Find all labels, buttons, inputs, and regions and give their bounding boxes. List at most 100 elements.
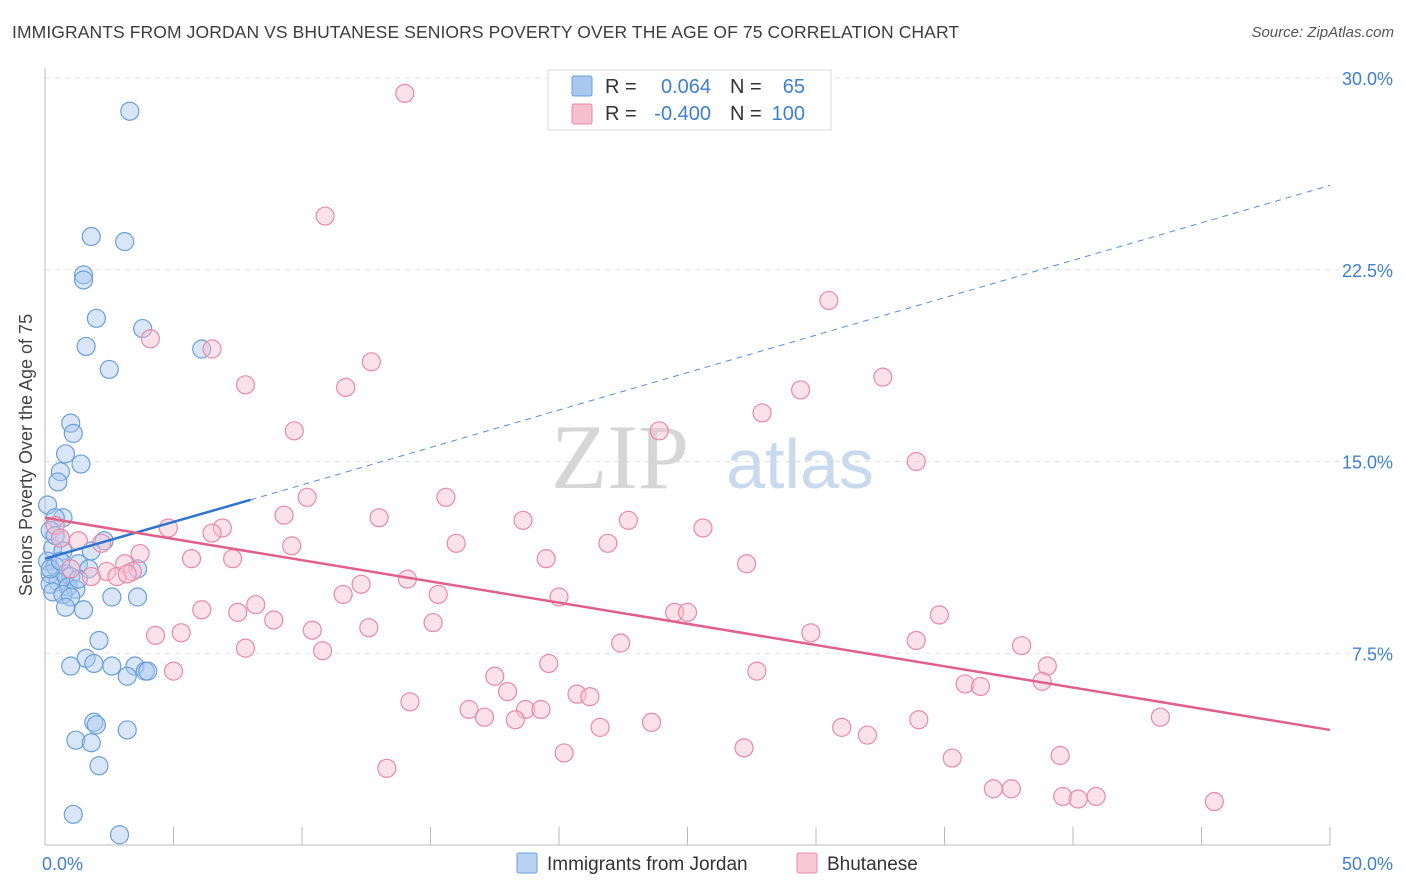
legend-n-label-jordan: N = (730, 76, 762, 98)
point-bhutanese (369, 508, 389, 528)
trend-line-jordan (44, 498, 251, 560)
point-bhutanese (539, 653, 559, 674)
point-jordan (73, 600, 94, 620)
axes: 7.5% 15.0% 22.5% 30.0% (44, 68, 1393, 846)
point-bhutanese (929, 605, 949, 625)
point-bhutanese (790, 380, 811, 400)
point-bhutanese (498, 681, 518, 702)
point-bhutanese (130, 543, 150, 564)
point-jordan (45, 526, 65, 546)
point-bhutanese (212, 518, 232, 538)
point-bhutanese (857, 725, 878, 745)
point-bhutanese (428, 584, 448, 605)
point-jordan (76, 336, 96, 357)
point-bhutanese (677, 602, 698, 622)
point-bhutanese (531, 699, 551, 720)
point-bhutanese (192, 600, 212, 620)
point-bhutanese (312, 641, 333, 661)
point-bhutanese (1001, 779, 1021, 799)
grid (45, 77, 1395, 654)
point-bhutanese (181, 549, 202, 569)
legend-n-label-bhutanese: N = (730, 103, 762, 125)
point-jordan (73, 270, 94, 290)
legend-n-value-jordan: 65 (783, 76, 805, 98)
point-bhutanese (302, 620, 322, 640)
y-tick-label: 7.5% (1352, 644, 1393, 664)
point-bhutanese (361, 352, 381, 372)
point-jordan (138, 661, 158, 681)
legend-swatch-jordan (571, 75, 593, 97)
point-bhutanese (618, 510, 638, 530)
point-bhutanese (50, 528, 71, 548)
point-bhutanese (955, 674, 975, 694)
point-bhutanese (590, 717, 610, 737)
point-bhutanese (970, 676, 991, 697)
point-bhutanese (611, 633, 631, 653)
point-bhutanese (97, 561, 117, 582)
point-bhutanese (485, 666, 505, 686)
legend-label-bhutanese: Bhutanese (827, 854, 918, 875)
point-bhutanese (446, 533, 466, 553)
point-bhutanese (747, 661, 767, 681)
point-bhutanese (163, 661, 184, 681)
point-bhutanese (351, 574, 371, 594)
point-bhutanese (377, 758, 397, 778)
point-bhutanese (333, 584, 353, 605)
point-jordan (55, 597, 76, 617)
point-bhutanese (315, 206, 335, 226)
point-jordan (40, 559, 60, 579)
point-bhutanese (61, 559, 81, 579)
chart-title: IMMIGRANTS FROM JORDAN VS BHUTANESE SENI… (12, 22, 960, 42)
legend: Immigrants from Jordan Bhutanese (516, 852, 918, 875)
point-jordan (192, 339, 212, 359)
point-bhutanese (223, 549, 243, 569)
point-bhutanese (117, 564, 137, 584)
point-bhutanese (474, 707, 495, 727)
point-bhutanese (906, 630, 926, 651)
point-bhutanese (752, 403, 772, 423)
point-bhutanese (122, 561, 142, 582)
point-jordan (89, 630, 109, 651)
point-jordan (127, 587, 148, 607)
point-bhutanese (649, 421, 669, 441)
point-jordan (84, 653, 104, 674)
point-jordan (71, 454, 91, 474)
y-tick-label: 15.0% (1342, 453, 1393, 473)
point-bhutanese (228, 602, 248, 622)
watermark-zip: ZIP (551, 406, 689, 508)
point-bhutanese (264, 610, 284, 630)
point-bhutanese (423, 612, 443, 633)
point-jordan (66, 730, 86, 750)
point-bhutanese (81, 566, 101, 587)
watermark: ZIP atlas (551, 406, 874, 508)
point-bhutanese (297, 487, 317, 507)
x-tick-label-max: 50.0% (1342, 854, 1393, 874)
legend-n-value-bhutanese: 100 (772, 103, 805, 125)
point-bhutanese (140, 329, 160, 349)
point-bhutanese (983, 779, 1003, 799)
point-bhutanese (359, 618, 379, 638)
legend-swatch-bhutanese (571, 103, 593, 125)
point-bhutanese (1068, 789, 1088, 809)
legend-r-label-jordan: R = (605, 76, 637, 98)
point-bhutanese (202, 339, 222, 359)
point-bhutanese (942, 748, 962, 768)
point-jordan (117, 666, 137, 686)
point-bhutanese (909, 710, 929, 730)
legend-r-label-bhutanese: R = (605, 103, 637, 125)
point-bhutanese (235, 375, 256, 395)
point-bhutanese (459, 699, 479, 720)
point-bhutanese (734, 738, 754, 758)
legend-r-value-jordan: 0.064 (661, 76, 711, 98)
point-bhutanese (1150, 707, 1170, 727)
trend-lines (44, 184, 1331, 732)
point-jordan (89, 756, 109, 776)
point-bhutanese (801, 623, 821, 643)
point-jordan (120, 101, 140, 121)
point-jordan (73, 265, 94, 285)
point-jordan (55, 444, 76, 464)
point-bhutanese (235, 638, 256, 658)
point-jordan (48, 472, 68, 492)
point-jordan (102, 656, 122, 676)
point-jordan (84, 712, 104, 732)
